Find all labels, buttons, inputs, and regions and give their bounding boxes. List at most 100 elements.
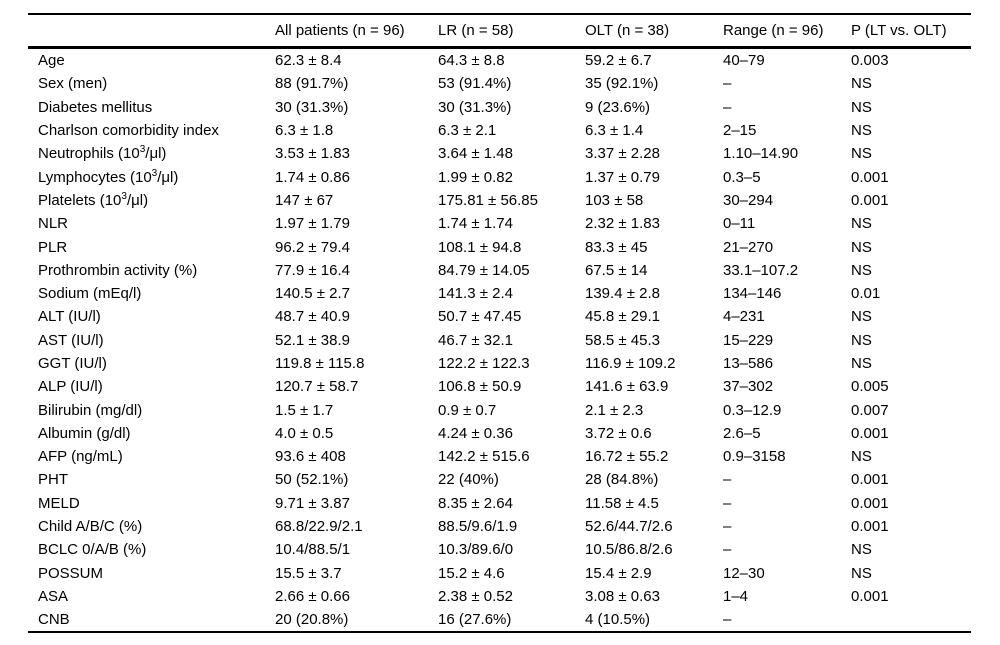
data-cell: 0.001	[851, 518, 889, 536]
row-label-text: Bilirubin (mg/dl)	[38, 401, 143, 419]
data-cell: 4.24 ± 0.36	[438, 424, 513, 442]
row-label-text: NLR	[38, 215, 69, 233]
row-label-text: Charlson comorbidity index	[38, 122, 219, 140]
data-cell: –	[723, 494, 732, 512]
data-cell: 0.3–5	[723, 168, 761, 186]
data-cell: 2.6–5	[723, 424, 761, 442]
data-cell: 40–79	[723, 52, 765, 70]
data-cell: –	[723, 98, 732, 116]
table-header: All patients (n = 96) LR (n = 58) OLT (n =…	[28, 14, 971, 49]
data-cell: 22 (40%)	[438, 471, 499, 489]
table-row: Platelets (103/μl) 147 ± 67 175.81 ± 56.85…	[28, 189, 971, 212]
data-cell: NS	[851, 122, 872, 140]
row-label: PHT	[28, 468, 275, 491]
data-cell: NS	[851, 75, 872, 93]
data-cell: 2–15	[723, 122, 757, 140]
data-cell: 58.5 ± 45.3	[585, 331, 660, 349]
data-cell: 6.3 ± 1.8	[275, 122, 334, 140]
data-cell: 139.4 ± 2.8	[585, 285, 660, 303]
data-cell: 140.5 ± 2.7	[275, 285, 350, 303]
data-cell: 0.9 ± 0.7	[438, 401, 497, 419]
data-cell: 10.5/86.8/2.6	[585, 541, 673, 559]
data-cell: 4 (10.5%)	[585, 611, 651, 629]
data-cell: 0.9–3158	[723, 448, 786, 466]
data-cell: 1.10–14.90	[723, 145, 799, 163]
column-header: P (LT vs. OLT)	[851, 14, 971, 49]
data-cell: 13–586	[723, 355, 774, 372]
table-row: GGT (IU/l) 119.8 ± 115.8 122.2 ± 122.3 116.…	[28, 352, 971, 375]
table-header-row: All patients (n = 96) LR (n = 58) OLT (n =…	[28, 14, 971, 49]
data-cell: 52.1 ± 38.9	[275, 331, 350, 349]
data-cell: 3.53 ± 1.83	[275, 145, 350, 163]
data-cell: 0–11	[723, 215, 756, 233]
row-label: Albumin (g/dl)	[28, 422, 275, 445]
data-cell: NS	[851, 215, 872, 233]
data-cell: 3.08 ± 0.63	[585, 587, 660, 605]
data-cell: 1.97 ± 1.79	[275, 215, 350, 233]
table-row: Neutrophils (103/μl) 3.53 ± 1.83 3.64 ± 1.…	[28, 142, 971, 165]
data-cell: 64.3 ± 8.8	[438, 52, 505, 70]
table-row: Sex (men) 88 (91.7%) 53 (91.4%) 35 (92.1%) –…	[28, 72, 971, 95]
data-cell: –	[723, 471, 732, 489]
table-row: NLR 1.97 ± 1.79 1.74 ± 1.74 2.32 ± 1.83 0–11…	[28, 212, 971, 235]
table-row: Child A/B/C (%) 68.8/22.9/2.1 88.5/9.6/1.9…	[28, 515, 971, 538]
row-label: Platelets (103/μl)	[28, 189, 275, 212]
data-cell: 46.7 ± 32.1	[438, 331, 513, 349]
row-label-text: Prothrombin activity (%)	[38, 261, 198, 279]
data-cell: 68.8/22.9/2.1	[275, 518, 363, 536]
data-cell: 116.9 ± 109.2	[585, 355, 676, 372]
row-label: Sodium (mEq/l)	[28, 282, 275, 305]
row-label-suffix: /μl)	[126, 191, 149, 209]
row-label: Bilirubin (mg/dl)	[28, 398, 275, 421]
data-cell: 11.58 ± 4.5	[585, 494, 659, 512]
data-cell: 9 (23.6%)	[585, 98, 651, 116]
data-cell: 52.6/44.7/2.6	[585, 518, 673, 536]
row-label: Diabetes mellitus	[28, 96, 275, 119]
row-label: PLR	[28, 235, 275, 258]
data-cell: 30–294	[723, 191, 774, 209]
data-cell: 134–146	[723, 285, 782, 303]
row-label: Age	[28, 48, 275, 73]
data-cell: 30 (31.3%)	[275, 98, 349, 116]
data-cell: 4–231	[723, 308, 765, 326]
table-row: Bilirubin (mg/dl) 1.5 ± 1.7 0.9 ± 0.7 2.1 ±…	[28, 398, 971, 421]
data-cell: 0.005	[851, 378, 889, 396]
table-body: Age 62.3 ± 8.4 64.3 ± 8.8 59.2 ± 6.7 40–79 0.…	[28, 48, 971, 633]
row-label-text: Albumin (g/dl)	[38, 424, 131, 442]
row-label: ALT (IU/l)	[28, 305, 275, 328]
row-label-text: Diabetes mellitus	[38, 98, 153, 116]
row-label-text: Age	[38, 52, 65, 70]
data-cell: 6.3 ± 2.1	[438, 122, 497, 140]
data-cell: 0.007	[851, 401, 889, 419]
data-cell: 1.74 ± 1.74	[438, 215, 513, 233]
row-label: Prothrombin activity (%)	[28, 259, 275, 282]
data-cell: 0.001	[851, 471, 889, 489]
data-cell: 96.2 ± 79.4	[275, 238, 350, 256]
table-row: Age 62.3 ± 8.4 64.3 ± 8.8 59.2 ± 6.7 40–79 0.…	[28, 48, 971, 73]
table-row: ALT (IU/l) 48.7 ± 40.9 50.7 ± 47.45 45.8 ± …	[28, 305, 971, 328]
data-cell: 88.5/9.6/1.9	[438, 518, 518, 536]
row-label-text: Sex (men)	[38, 75, 108, 93]
row-label-text: Platelets (10	[38, 191, 122, 209]
row-label: Sex (men)	[28, 72, 275, 95]
table-row: MELD 9.71 ± 3.87 8.35 ± 2.64 11.58 ± 4.5 – 0.…	[28, 492, 971, 515]
row-label: NLR	[28, 212, 275, 235]
data-cell: 84.79 ± 14.05	[438, 261, 530, 279]
row-label: GGT (IU/l)	[28, 352, 275, 375]
row-label-text: AST (IU/l)	[38, 331, 104, 349]
data-cell: 83.3 ± 45	[585, 238, 648, 256]
data-cell: 3.37 ± 2.28	[585, 145, 660, 163]
data-cell: 108.1 ± 94.8	[438, 238, 522, 256]
data-cell: 93.6 ± 408	[275, 448, 346, 466]
data-cell: 106.8 ± 50.9	[438, 378, 522, 396]
row-label-text: CNB	[38, 611, 70, 629]
data-cell: 50 (52.1%)	[275, 471, 349, 489]
data-cell: 1–4	[723, 587, 749, 605]
data-cell: 67.5 ± 14	[585, 261, 648, 279]
table-row: AFP (ng/mL) 93.6 ± 408 142.2 ± 515.6 16.72 …	[28, 445, 971, 468]
data-cell: 0.001	[851, 191, 889, 209]
data-cell: 0.001	[851, 587, 889, 605]
row-label-superscript: 3	[151, 167, 158, 179]
data-cell: 0.01	[851, 285, 881, 303]
table-row: Charlson comorbidity index 6.3 ± 1.8 6.3 ±…	[28, 119, 971, 142]
